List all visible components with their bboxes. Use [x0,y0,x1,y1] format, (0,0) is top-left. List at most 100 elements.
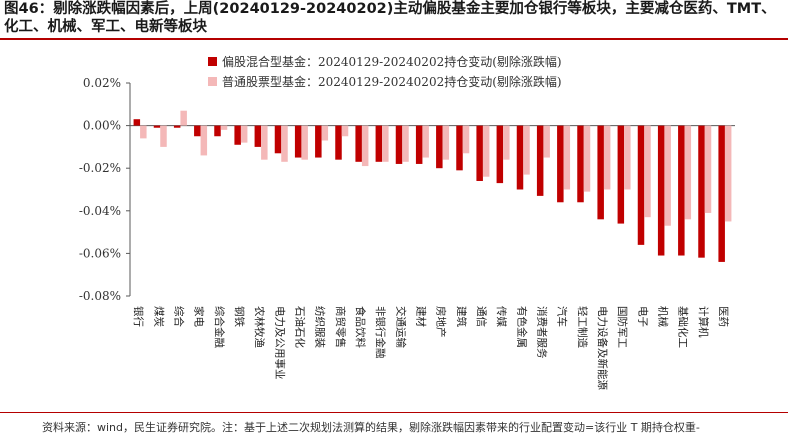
bar-series-1 [516,125,524,190]
x-category-label: 基础化工 [677,306,690,348]
x-category-label: 机械 [656,306,669,327]
bar-series-1 [496,125,504,184]
bar-series-1 [718,125,725,262]
bar-series-1 [214,125,221,137]
bar-series-1 [617,125,625,224]
x-category-label: 医药 [717,306,729,327]
bar-series-1 [294,125,302,158]
y-tick-label: -0.02% [79,161,121,175]
bar-series-1 [577,125,584,203]
x-category-label: 商贸零售 [334,306,347,348]
x-category-label: 通信 [475,306,487,327]
bar-series-1 [274,125,282,154]
bar-series-1 [234,125,241,145]
bar-series-2 [321,125,329,141]
bar-series-2 [563,125,571,190]
x-category-label: 家电 [193,306,206,327]
bar-series-2 [503,125,510,160]
bar-series-2 [180,110,187,126]
legend: 偏股混合型基金：20240129-20240202持仓变动(剔除涨跌幅) 普通股… [208,54,562,89]
x-category-label: 非银行金融 [374,306,387,359]
y-axis: 0.02% 0.00% -0.02% -0.04% -0.06% -0.08% [79,76,735,303]
bar-series-1 [153,125,161,128]
bar-series-2 [624,125,631,190]
bar-series-2 [361,125,369,167]
bar-series-1 [315,125,322,158]
x-category-label: 有色金属 [515,306,528,348]
bar-series-2 [382,125,389,162]
bar-series-2 [462,125,470,154]
bar-series-2 [160,125,167,147]
bar-series-1 [456,125,463,171]
y-tick-label: 0.00% [83,119,121,133]
bar-series-1 [476,125,483,181]
bar-series-1 [698,125,705,258]
bar-series-2 [341,125,349,137]
x-category-label: 综合金融 [213,306,226,348]
bar-series-1 [536,125,544,196]
bar-series-2 [261,125,268,160]
bars [133,110,732,262]
x-category-label: 房地产 [435,306,448,338]
x-category-label: 建材 [414,306,427,327]
y-tick-label: -0.06% [79,246,121,260]
title-divider [0,38,788,40]
bar-series-2 [482,125,490,177]
bar-series-2 [281,125,288,162]
x-category-label: 农林牧渔 [253,306,266,348]
bar-series-1 [194,125,201,137]
legend-swatch-series-1 [208,57,217,66]
bar-series-2 [402,125,409,162]
x-category-label: 电力设备及新能源 [596,306,609,390]
x-category-label: 综合 [172,306,185,327]
y-tick-label: 0.02% [83,76,121,90]
x-category-label: 纺织服装 [314,306,327,348]
chart-title: 图46：剔除涨跌幅因素后，上周(20240129-20240202)主动偏股基金… [4,1,776,35]
x-category-label: 钢铁 [233,306,246,327]
bar-series-2 [140,125,147,139]
bar-series-1 [375,125,383,162]
bar-series-2 [644,125,651,218]
legend-swatch-series-2 [208,77,217,86]
x-category-label: 电子 [636,306,649,327]
bar-series-2 [240,125,248,143]
bar-series-1 [657,125,665,256]
x-category-label: 电力及公用事业 [273,306,286,380]
bar-series-2 [724,125,732,222]
x-category-label: 石油石化 [293,306,306,348]
bar-series-2 [543,125,550,158]
bar-series-2 [220,125,228,130]
bar-series-1 [678,125,685,256]
bar-series-1 [597,125,604,220]
bar-chart: 偏股混合型基金：20240129-20240202持仓变动(剔除涨跌幅) 普通股… [79,54,735,390]
bar-series-2 [200,125,208,156]
bar-series-1 [355,125,362,162]
x-category-label: 煤炭 [152,306,165,327]
x-axis-labels: 银行 煤炭 综合 家电 综合金融 钢铁 农林牧渔 电力及公用事业 石油石化 纺织服装 商贸零售 食品饮… [132,306,729,390]
bar-series-1 [173,125,181,128]
bar-series-1 [395,125,403,164]
bar-series-1 [335,125,342,160]
bar-series-2 [684,125,692,220]
bar-series-2 [422,125,429,158]
y-tick-label: -0.04% [79,204,121,218]
bar-series-2 [664,125,671,226]
bar-series-1 [557,125,564,203]
y-tick-label: -0.08% [79,289,121,303]
bar-series-2 [523,125,530,175]
bar-series-2 [704,125,712,213]
bar-series-1 [415,125,423,164]
x-category-label: 银行 [132,306,145,327]
legend-label-series-2: 普通股票型基金：20240129-20240202持仓变动(剔除涨跌幅) [222,74,562,89]
x-category-label: 轻工制造 [576,306,589,348]
x-category-label: 国防军工 [616,306,629,348]
bar-series-1 [133,119,141,126]
x-category-label: 食品饮料 [354,306,367,348]
bar-series-1 [254,125,262,147]
x-category-label: 建筑 [455,306,468,327]
bar-series-1 [436,125,443,169]
x-category-label: 消费者服务 [535,306,548,359]
bar-series-2 [603,125,611,190]
source-divider [0,412,788,413]
x-category-label: 传媒 [495,306,508,327]
